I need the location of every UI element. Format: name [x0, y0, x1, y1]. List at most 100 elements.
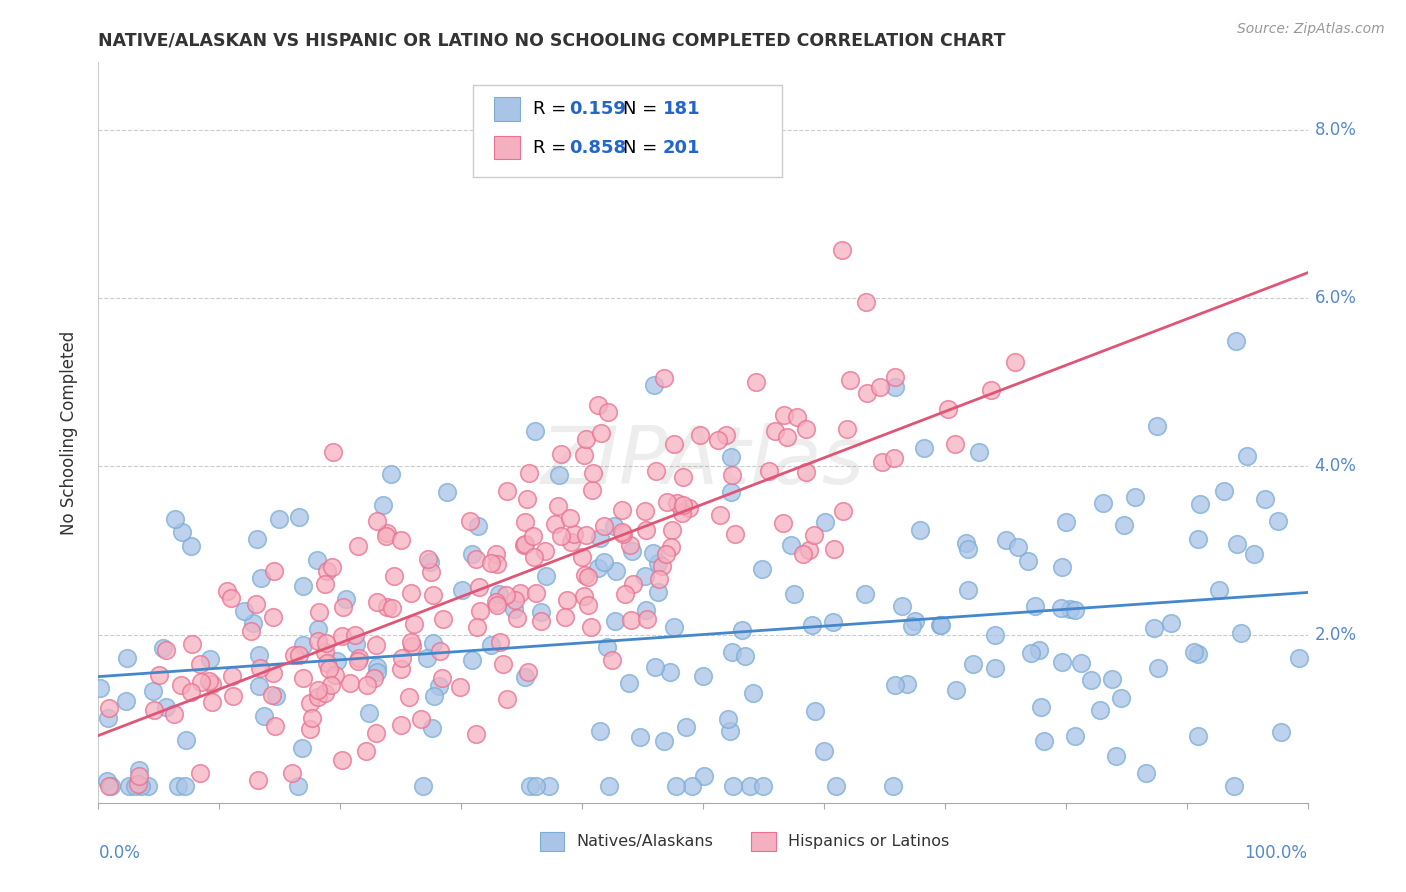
Point: [752, 779, 775, 793]
Point: [124, 779, 146, 793]
Point: [506, 611, 529, 625]
Point: [534, 544, 557, 558]
Point: [731, 624, 754, 638]
Point: [592, 519, 614, 533]
Point: [560, 534, 582, 549]
Text: 181: 181: [664, 100, 700, 118]
Point: [245, 597, 267, 611]
Point: [891, 599, 914, 614]
Point: [758, 464, 780, 478]
Point: [620, 613, 643, 627]
Point: [884, 380, 907, 394]
Point: [420, 722, 443, 736]
Point: [681, 779, 703, 793]
Point: [479, 638, 502, 652]
Point: [855, 385, 877, 400]
Point: [346, 637, 368, 651]
Point: [1024, 599, 1046, 613]
Point: [823, 615, 845, 630]
Point: [598, 779, 620, 793]
Point: [550, 447, 572, 461]
Point: [586, 561, 609, 575]
Point: [363, 671, 385, 685]
Point: [984, 661, 1007, 675]
Point: [288, 648, 311, 662]
Point: [1105, 748, 1128, 763]
Point: [720, 468, 742, 483]
Point: [572, 449, 595, 463]
Point: [661, 523, 683, 537]
Point: [167, 779, 190, 793]
Point: [366, 514, 388, 528]
Point: [576, 598, 599, 612]
FancyBboxPatch shape: [474, 85, 782, 178]
Point: [945, 682, 967, 697]
Point: [299, 697, 322, 711]
Point: [263, 564, 285, 578]
Point: [488, 587, 510, 601]
Point: [515, 516, 537, 530]
Point: [422, 636, 444, 650]
Point: [1213, 484, 1236, 499]
Point: [389, 717, 412, 731]
Point: [188, 765, 211, 780]
Point: [548, 468, 571, 483]
Point: [523, 550, 546, 565]
Point: [582, 466, 605, 480]
Point: [588, 398, 610, 412]
Point: [554, 610, 576, 624]
Point: [430, 671, 453, 685]
Point: [523, 424, 546, 438]
Point: [678, 501, 700, 516]
Point: [422, 689, 444, 703]
Point: [253, 709, 276, 723]
Point: [314, 686, 336, 700]
Point: [671, 507, 693, 521]
Point: [962, 657, 984, 671]
Point: [724, 526, 747, 541]
Point: [305, 553, 328, 567]
Point: [804, 704, 827, 718]
Point: [281, 766, 304, 780]
Point: [957, 583, 980, 598]
Point: [1188, 497, 1211, 511]
Point: [371, 498, 394, 512]
Point: [96, 773, 118, 788]
Point: [366, 660, 388, 674]
Point: [117, 650, 139, 665]
Point: [172, 525, 194, 540]
Point: [522, 529, 544, 543]
Point: [772, 516, 794, 530]
Point: [375, 599, 398, 614]
Point: [1109, 690, 1132, 705]
Point: [215, 584, 238, 599]
Point: [574, 568, 596, 582]
Point: [1160, 616, 1182, 631]
Point: [148, 668, 170, 682]
Point: [1267, 514, 1289, 528]
Point: [239, 624, 262, 638]
Point: [1184, 644, 1206, 658]
Point: [465, 620, 488, 634]
Point: [479, 556, 502, 570]
Point: [467, 518, 489, 533]
Point: [346, 654, 368, 668]
Point: [307, 634, 329, 648]
Point: [571, 550, 593, 565]
Point: [786, 409, 808, 424]
Point: [142, 703, 165, 717]
Point: [307, 690, 329, 704]
Point: [332, 599, 354, 614]
Point: [619, 538, 641, 552]
Point: [634, 603, 657, 617]
Point: [1088, 703, 1111, 717]
Point: [792, 547, 814, 561]
Point: [751, 562, 773, 576]
Point: [488, 635, 510, 649]
Point: [404, 616, 426, 631]
Point: [983, 627, 1005, 641]
Point: [450, 583, 472, 598]
Point: [325, 668, 347, 682]
Point: [900, 619, 922, 633]
Point: [262, 610, 284, 624]
